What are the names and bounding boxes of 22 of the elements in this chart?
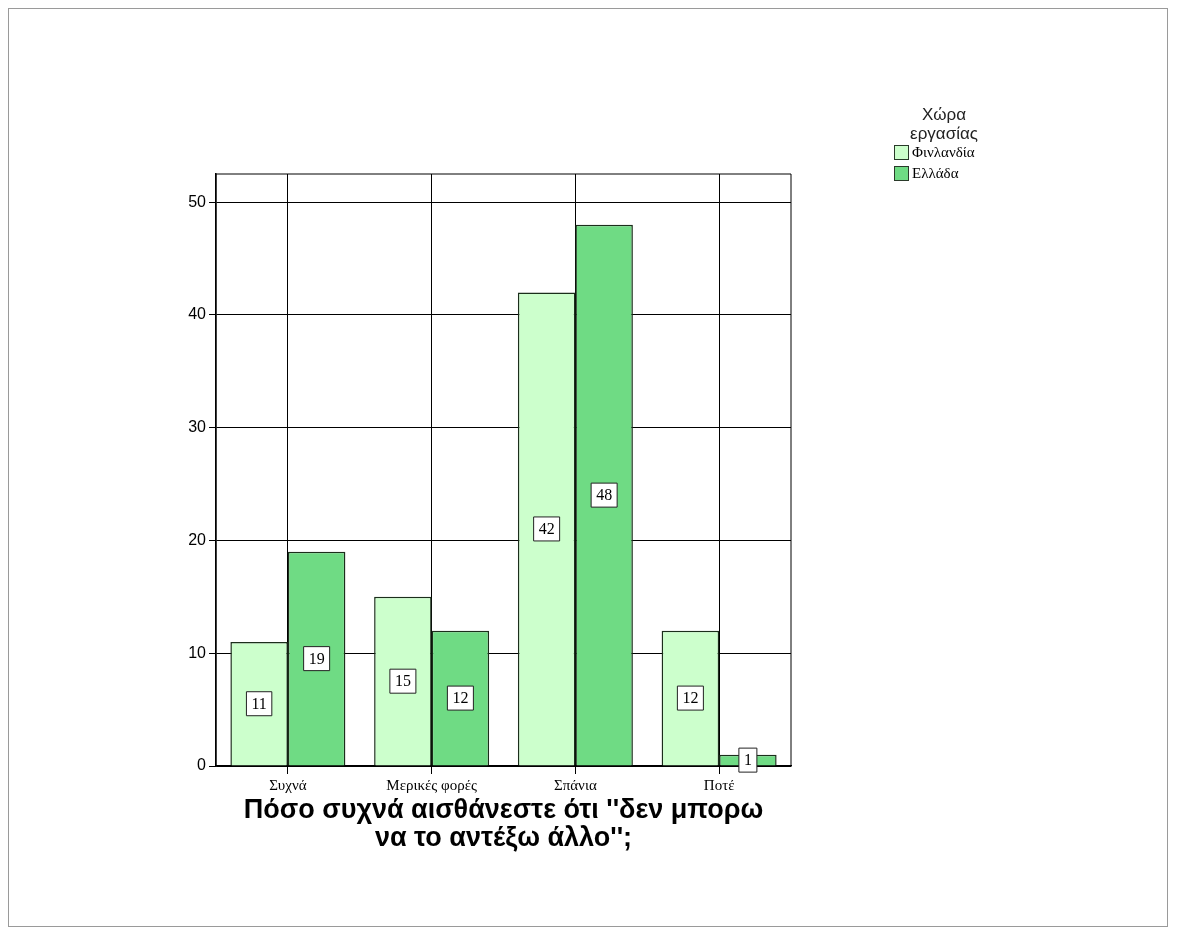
data-label: 42 <box>538 520 555 538</box>
data-label: 12 <box>682 689 699 707</box>
data-label: 48 <box>596 486 613 504</box>
data-label: 19 <box>308 649 325 667</box>
x-tick-label: Μερικές φορές <box>386 776 477 793</box>
x-tick-label: Ποτέ <box>703 776 735 793</box>
legend-label: Φινλανδία <box>912 144 975 161</box>
y-tick-label: 10 <box>188 643 207 661</box>
data-label: 11 <box>251 694 267 712</box>
y-tick-label: 40 <box>188 305 207 323</box>
y-tick-label: 50 <box>188 192 207 210</box>
legend-title: Χώρα εργασίας <box>909 105 979 143</box>
x-axis-title: Πόσο συχνά αισθάνεστε ότι ''δεν μπορω να το αντέξω άλλο''; <box>242 794 765 852</box>
y-tick-label: 30 <box>188 418 207 436</box>
data-label: 12 <box>452 689 469 707</box>
legend-label: Ελλάδα <box>912 165 959 182</box>
x-tick-label: Σπάνια <box>553 776 597 793</box>
data-label: 15 <box>394 672 411 690</box>
x-tick-label: Συχνά <box>269 776 307 793</box>
data-label: 1 <box>743 751 752 769</box>
y-tick-label: 0 <box>197 756 207 774</box>
y-tick-label: 20 <box>188 530 207 548</box>
